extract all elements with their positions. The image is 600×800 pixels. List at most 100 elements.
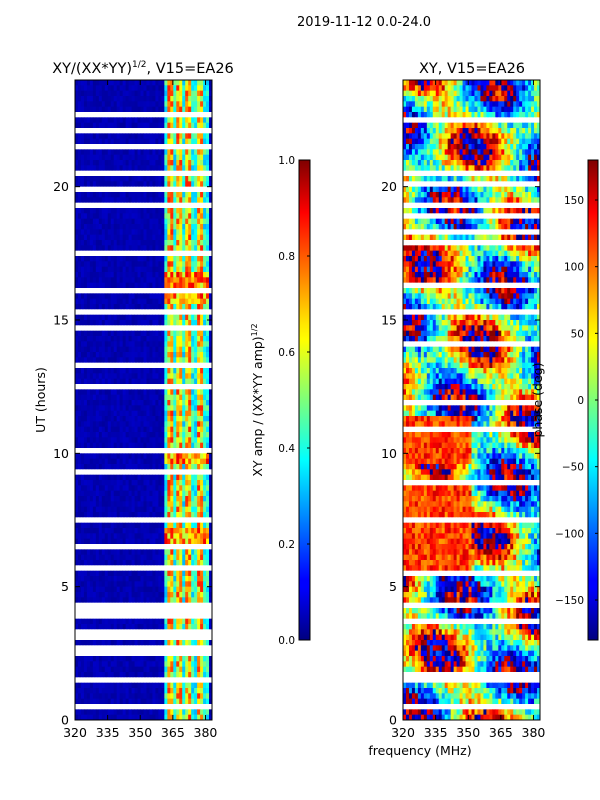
heatmap-cell [152, 128, 156, 134]
heatmap-cell [143, 96, 147, 102]
heatmap-cell [137, 373, 141, 380]
heatmap-cell [197, 357, 201, 364]
heatmap-cell [185, 181, 189, 188]
heatmap-cell [83, 149, 88, 156]
heatmap-cell [200, 362, 204, 369]
heatmap-cell [155, 437, 159, 444]
heatmap-cell [182, 512, 186, 518]
heatmap-cell [206, 405, 210, 412]
heatmap-cell [83, 437, 88, 444]
heatmap-cell [137, 624, 141, 630]
heatmap-cell [134, 416, 138, 422]
heatmap-cell [86, 560, 91, 566]
heatmap-cell [191, 576, 195, 582]
heatmap-cell [89, 613, 94, 620]
heatmap-cell [155, 554, 159, 561]
heatmap-cell [176, 122, 180, 129]
heatmap-cell [119, 485, 124, 492]
heatmap-cell [89, 240, 94, 246]
heatmap-cell [194, 144, 198, 150]
heatmap-cell [86, 448, 91, 454]
heatmap-cell [75, 192, 79, 198]
heatmap-cell [173, 149, 177, 156]
heatmap-cell [158, 186, 162, 193]
heatmap-cell [134, 261, 138, 268]
heatmap-cell [194, 368, 198, 374]
heatmap-cell [158, 80, 162, 86]
heatmap-cell [75, 80, 79, 86]
heatmap-cell [209, 506, 213, 513]
heatmap-cell [206, 272, 210, 278]
heatmap-cell [203, 325, 207, 332]
heatmap-cell [89, 357, 94, 364]
heatmap-cell [75, 506, 79, 513]
heatmap-cell [164, 576, 168, 582]
heatmap-cell [149, 432, 153, 438]
heatmap-cell [206, 512, 210, 518]
heatmap-cell [122, 512, 127, 518]
heatmap-cell [167, 266, 171, 273]
heatmap-cell [161, 160, 165, 166]
heatmap-cell [161, 213, 165, 220]
heatmap-cell [173, 261, 177, 268]
heatmap-cell [182, 474, 186, 481]
heatmap-cell [206, 304, 210, 310]
heatmap-cell [92, 421, 97, 428]
heatmap-cell [122, 394, 127, 401]
heatmap-cell [101, 458, 106, 465]
heatmap-cell [200, 85, 204, 92]
heatmap-cell [134, 298, 138, 305]
heatmap-cell [101, 538, 106, 545]
heatmap-cell [143, 384, 147, 390]
heatmap-cell [140, 389, 144, 396]
heatmap-cell [155, 448, 159, 454]
heatmap-cell [191, 80, 195, 86]
heatmap-cell [179, 282, 183, 289]
heatmap-cell [86, 133, 91, 140]
heatmap-cell [155, 453, 159, 460]
heatmap-cell [194, 602, 198, 609]
heatmap-cell [164, 378, 168, 385]
heatmap-cell [197, 634, 201, 641]
heatmap-cell [122, 304, 127, 310]
heatmap-cell [197, 165, 201, 172]
heatmap-cell [191, 480, 195, 486]
heatmap-cell [75, 437, 79, 444]
heatmap-cell [131, 416, 135, 422]
heatmap-cell [104, 373, 109, 380]
heatmap-cell [113, 480, 118, 486]
heatmap-cell [197, 288, 201, 294]
heatmap-cell [185, 314, 189, 321]
heatmap-cell [131, 448, 135, 454]
heatmap-cell [158, 576, 162, 582]
heatmap-cell [185, 149, 189, 156]
heatmap-cell [164, 106, 168, 113]
heatmap-cell [203, 474, 207, 481]
heatmap-cell [206, 581, 210, 588]
heatmap-cell [125, 154, 130, 161]
heatmap-cell [161, 442, 165, 449]
heatmap-cell [101, 437, 106, 444]
heatmap-cell [80, 576, 85, 582]
heatmap-cell [173, 341, 177, 348]
heatmap-cell [149, 165, 153, 172]
heatmap-cell [185, 256, 189, 262]
heatmap-cell [107, 309, 112, 316]
heatmap-cell [188, 298, 192, 305]
heatmap-cell [77, 533, 82, 540]
heatmap-cell [89, 538, 94, 545]
heatmap-cell [140, 138, 144, 145]
heatmap-cell [131, 586, 135, 593]
heatmap-cell [185, 640, 189, 646]
heatmap-cell [167, 517, 171, 524]
heatmap-cell [92, 346, 97, 353]
heatmap-cell [98, 330, 103, 337]
heatmap-cell [125, 288, 130, 294]
heatmap-cell [173, 112, 177, 118]
heatmap-cell [119, 645, 124, 652]
heatmap-cell [92, 570, 97, 577]
heatmap-cell [92, 261, 97, 268]
heatmap-cell [179, 229, 183, 236]
heatmap-cell [128, 144, 132, 150]
heatmap-cell [83, 170, 88, 177]
